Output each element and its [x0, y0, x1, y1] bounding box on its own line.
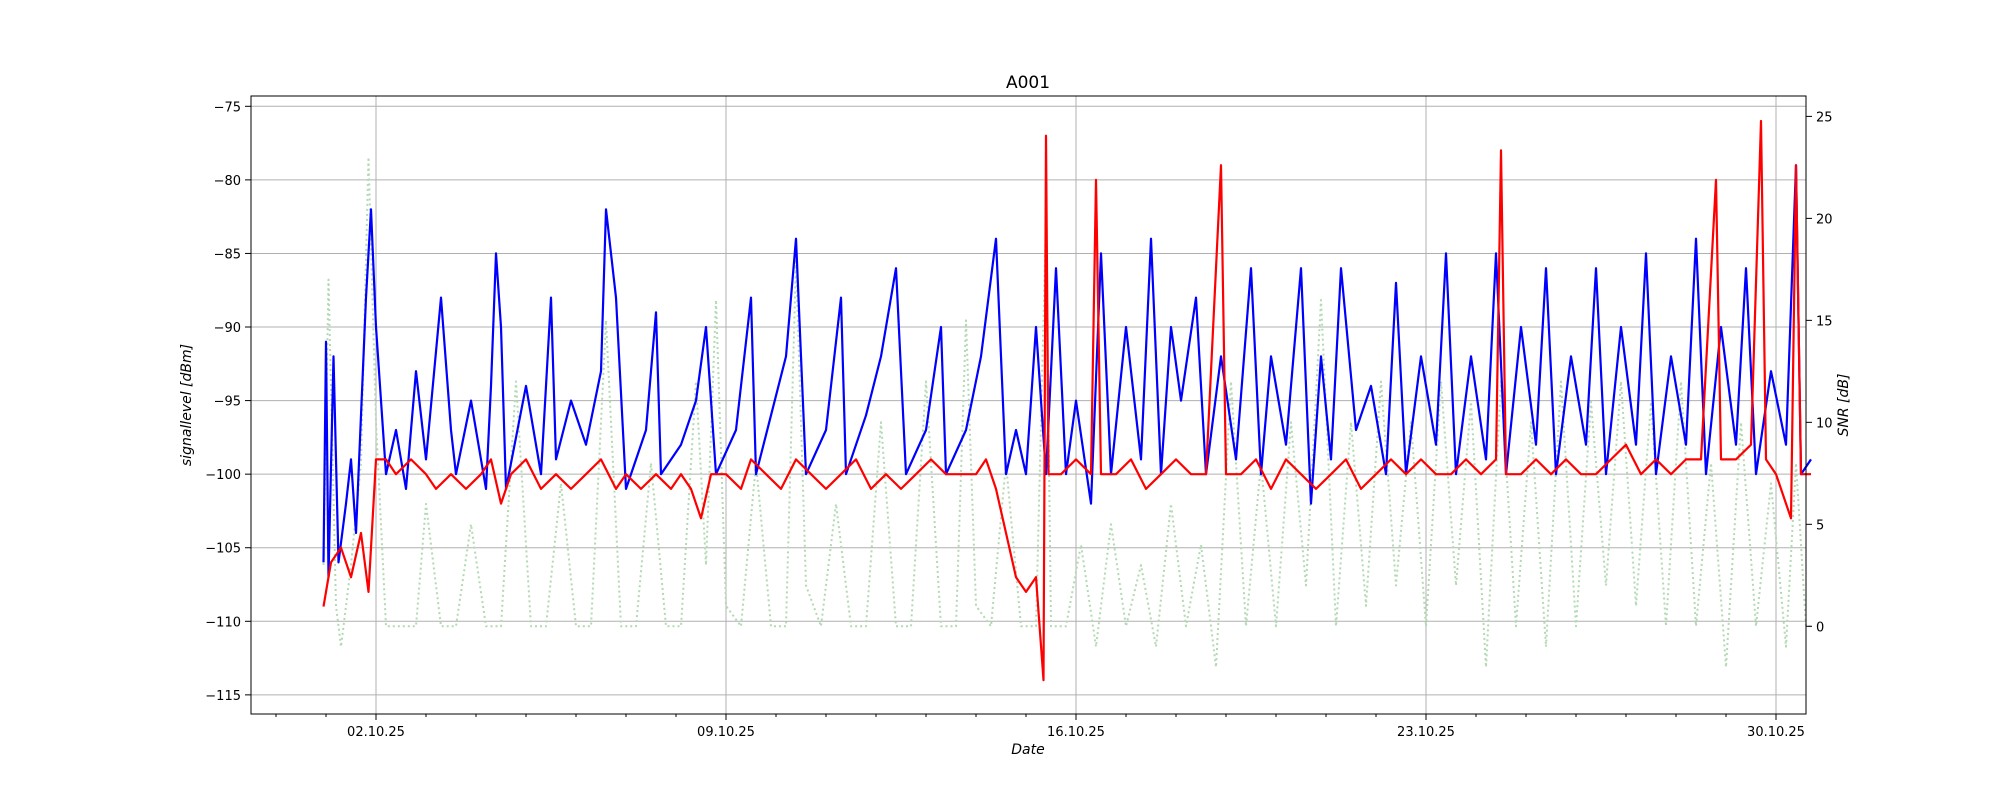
- y-left-tick-label: −90: [214, 321, 241, 336]
- x-tick-label: 02.10.25: [347, 725, 405, 740]
- plot-frame: [250, 95, 1807, 715]
- y-left-tick-label: −75: [214, 100, 241, 115]
- snr-series-line: [322, 156, 1811, 669]
- y-left-tick-label: −85: [214, 247, 241, 262]
- y-left-tick-label: −115: [205, 689, 241, 704]
- y-right-axis-label: SNR [dB]: [1836, 374, 1852, 437]
- y-left-tick-label: −80: [214, 174, 241, 189]
- x-tick-label: 16.10.25: [1047, 725, 1105, 740]
- x-tick-label: 23.10.25: [1397, 725, 1455, 740]
- y-left-axis-label: signallevel [dBm]: [179, 344, 195, 466]
- y-right-tick-label: 10: [1816, 416, 1833, 431]
- grid-lines: [251, 96, 1806, 714]
- chart-title: A001: [1006, 73, 1050, 93]
- noise-level-series-line: [322, 119, 1811, 682]
- y-right-tick-label: 20: [1816, 212, 1833, 227]
- signal-level-series-line: [322, 164, 1812, 579]
- y-right-axis-ticks: 0 5 10 15 20 25: [1806, 110, 1833, 635]
- y-left-tick-label: −100: [205, 468, 241, 483]
- y-right-tick-label: 25: [1816, 110, 1833, 125]
- x-axis-label: Date: [1011, 742, 1044, 758]
- y-right-tick-label: 0: [1816, 620, 1824, 635]
- y-left-axis-ticks: −115 −110 −105 −100 −95 −90 −85 −80 −75: [205, 100, 251, 704]
- y-left-tick-label: −110: [205, 615, 241, 630]
- y-right-tick-label: 5: [1816, 518, 1824, 533]
- x-tick-label: 09.10.25: [697, 725, 755, 740]
- y-left-tick-label: −95: [214, 395, 241, 410]
- plot-series: [322, 119, 1812, 682]
- x-axis-ticks: 02.10.25 09.10.25 16.10.25 23.10.25 30.10.25: [275, 714, 1805, 740]
- x-tick-label: 30.10.25: [1747, 725, 1805, 740]
- y-right-tick-label: 15: [1816, 314, 1833, 329]
- y-left-tick-label: −105: [205, 542, 241, 557]
